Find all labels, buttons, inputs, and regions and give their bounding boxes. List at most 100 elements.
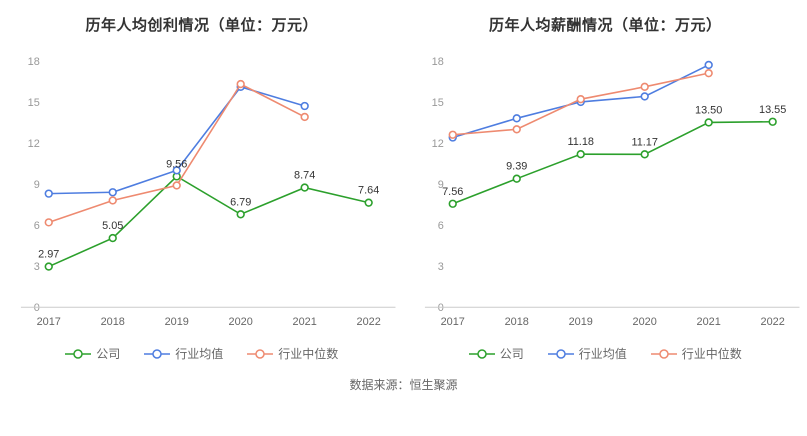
x-axis-label: 2018 <box>504 316 528 328</box>
value-label: 2.97 <box>38 249 59 261</box>
legend-marker-icon <box>468 348 495 359</box>
y-tick-label: 0 <box>437 302 443 314</box>
report-page: 历年人均创利情况（单位：万元） 0 3 6 9 12 15 18 2017 2018 2019 20… <box>0 0 807 392</box>
data-point <box>512 174 521 183</box>
legend-item[interactable]: 公司 <box>468 345 524 362</box>
chart-title: 历年人均创利情况（单位：万元） <box>85 17 318 34</box>
data-point <box>300 183 309 192</box>
data-point <box>300 112 309 122</box>
data-point <box>704 60 713 70</box>
y-tick-label: 12 <box>28 138 40 150</box>
value-label: 9.39 <box>506 161 527 173</box>
x-axis-label: 2018 <box>101 316 125 328</box>
data-point <box>108 188 117 197</box>
x-axis-label: 2019 <box>568 316 592 328</box>
legend-item[interactable]: 行业均值 <box>144 345 223 362</box>
data-point <box>704 68 713 78</box>
x-axis-label: 2022 <box>357 316 381 328</box>
legend-circle <box>152 348 162 359</box>
data-point <box>108 196 117 205</box>
legend-label: 行业均值 <box>578 347 627 361</box>
y-tick-label: 9 <box>34 179 40 191</box>
data-point <box>640 92 649 101</box>
value-label: 9.56 <box>166 158 187 170</box>
y-tick-label: 9 <box>437 179 443 191</box>
data-point <box>300 101 309 111</box>
value-label: 7.64 <box>358 185 379 197</box>
chart-salary-per-capita: 历年人均薪酬情况（单位：万元） 0 3 6 9 12 15 18 2017 2018 2019 20… <box>404 0 807 362</box>
value-label: 11.18 <box>567 136 593 148</box>
data-point <box>512 125 521 134</box>
legend-label: 行业均值 <box>175 347 224 361</box>
data-point <box>236 210 245 219</box>
data-point <box>640 150 649 159</box>
chart-canvas: 0 3 6 9 12 15 18 2017 2018 2019 2020 2021 2022 2.97 5.… <box>0 35 404 343</box>
data-point <box>448 199 457 208</box>
chart-title: 历年人均薪酬情况（单位：万元） <box>488 17 722 34</box>
data-point <box>767 117 777 126</box>
legend-marker-icon <box>650 348 677 359</box>
legend-label: 行业中位数 <box>278 347 339 361</box>
legend-label: 公司 <box>96 347 121 361</box>
line-chart-svg: 0 3 6 9 12 15 18 2017 2018 2019 2020 2021 2022 7.56 9.… <box>424 56 799 328</box>
legend-marker-icon <box>65 348 92 359</box>
y-tick-label: 3 <box>34 261 40 273</box>
legend-marker-icon <box>144 348 171 359</box>
x-axis-label: 2020 <box>229 316 253 328</box>
x-axis-label: 2017 <box>37 316 61 328</box>
data-point <box>236 79 245 89</box>
value-label: 13.50 <box>695 104 722 116</box>
legend-label: 行业中位数 <box>681 347 742 361</box>
chart-legend: 公司 行业均值 行业中位数 <box>65 345 338 362</box>
series-line <box>451 120 773 205</box>
chart-canvas: 0 3 6 9 12 15 18 2017 2018 2019 2020 2021 2022 7.56 9.… <box>404 35 807 343</box>
y-tick-label: 15 <box>431 97 443 109</box>
series-line <box>48 175 369 268</box>
x-axis-label: 2021 <box>696 316 720 328</box>
legend-item[interactable]: 行业中位数 <box>247 345 338 362</box>
series-line <box>48 83 306 224</box>
y-tick-label: 15 <box>28 97 40 109</box>
data-point <box>364 198 373 207</box>
x-axis-label: 2019 <box>165 316 189 328</box>
data-point <box>44 262 53 271</box>
data-point <box>704 118 713 127</box>
value-label: 13.55 <box>759 104 786 116</box>
value-label: 11.17 <box>631 136 657 148</box>
value-label: 5.05 <box>102 220 123 232</box>
data-point <box>172 166 181 175</box>
y-tick-label: 18 <box>431 56 443 68</box>
x-axis-label: 2021 <box>293 316 317 328</box>
data-point <box>576 94 585 104</box>
data-point <box>448 130 457 139</box>
legend-circle <box>73 348 83 359</box>
charts-row: 历年人均创利情况（单位：万元） 0 3 6 9 12 15 18 2017 2018 2019 20… <box>0 0 807 362</box>
x-axis-label: 2017 <box>440 316 464 328</box>
data-source-caption: 数据来源：恒生聚源 <box>349 378 458 392</box>
chart-legend: 公司 行业均值 行业中位数 <box>468 345 742 362</box>
legend-marker-icon <box>247 348 274 359</box>
data-point <box>108 233 117 243</box>
x-axis-label: 2022 <box>760 316 784 328</box>
y-tick-label: 6 <box>437 220 443 232</box>
data-point <box>576 150 585 159</box>
data-point <box>172 181 181 190</box>
legend-item[interactable]: 行业均值 <box>547 345 627 362</box>
y-tick-label: 3 <box>437 261 443 273</box>
y-tick-label: 12 <box>431 138 443 150</box>
legend-label: 公司 <box>499 347 524 361</box>
value-label: 6.79 <box>230 196 251 208</box>
data-point <box>44 218 53 227</box>
line-chart-svg: 0 3 6 9 12 15 18 2017 2018 2019 2020 2021 2022 2.97 5.… <box>20 56 396 328</box>
legend-marker-icon <box>547 348 574 359</box>
legend-item[interactable]: 行业中位数 <box>650 345 742 362</box>
y-tick-label: 0 <box>34 302 40 314</box>
legend-item[interactable]: 公司 <box>65 345 120 362</box>
chart-profit-per-capita: 历年人均创利情况（单位：万元） 0 3 6 9 12 15 18 2017 2018 2019 20… <box>0 0 404 362</box>
data-point <box>44 189 53 198</box>
y-tick-label: 6 <box>34 220 40 232</box>
value-label: 7.56 <box>442 186 463 198</box>
data-point <box>512 114 521 123</box>
legend-circle <box>476 348 487 359</box>
legend-circle <box>255 348 265 359</box>
